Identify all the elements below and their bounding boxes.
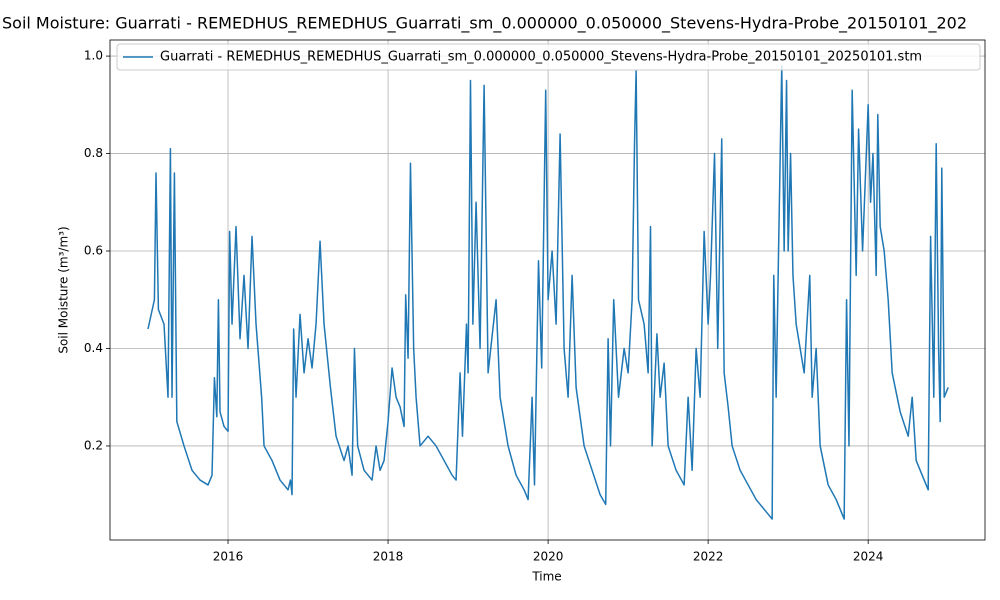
data-line: [147, 65, 949, 520]
x-tick-label: 2024: [853, 550, 884, 564]
y-tick-label: 0.4: [84, 341, 103, 355]
x-tick-label: 2018: [373, 550, 404, 564]
x-tick-label: 2022: [693, 550, 724, 564]
y-tick-label: 0.2: [84, 438, 103, 452]
y-axis-label: Soil Moisture (m³/m³): [57, 226, 71, 353]
y-tick-label: 0.6: [84, 244, 103, 258]
x-tick-label: 2020: [533, 550, 564, 564]
x-tick-label: 2016: [213, 550, 244, 564]
chart-title: Soil Moisture: Guarrati - REMEDHUS_REMED…: [2, 14, 967, 34]
legend-box: [116, 43, 981, 71]
plot-frame: [109, 39, 986, 541]
legend-label: Guarrati - REMEDHUS_REMEDHUS_Guarrati_sm…: [160, 50, 922, 65]
y-tick-label: 1.0: [84, 49, 103, 63]
x-axis-label: Time: [531, 570, 561, 584]
y-tick-label: 0.8: [84, 146, 103, 160]
